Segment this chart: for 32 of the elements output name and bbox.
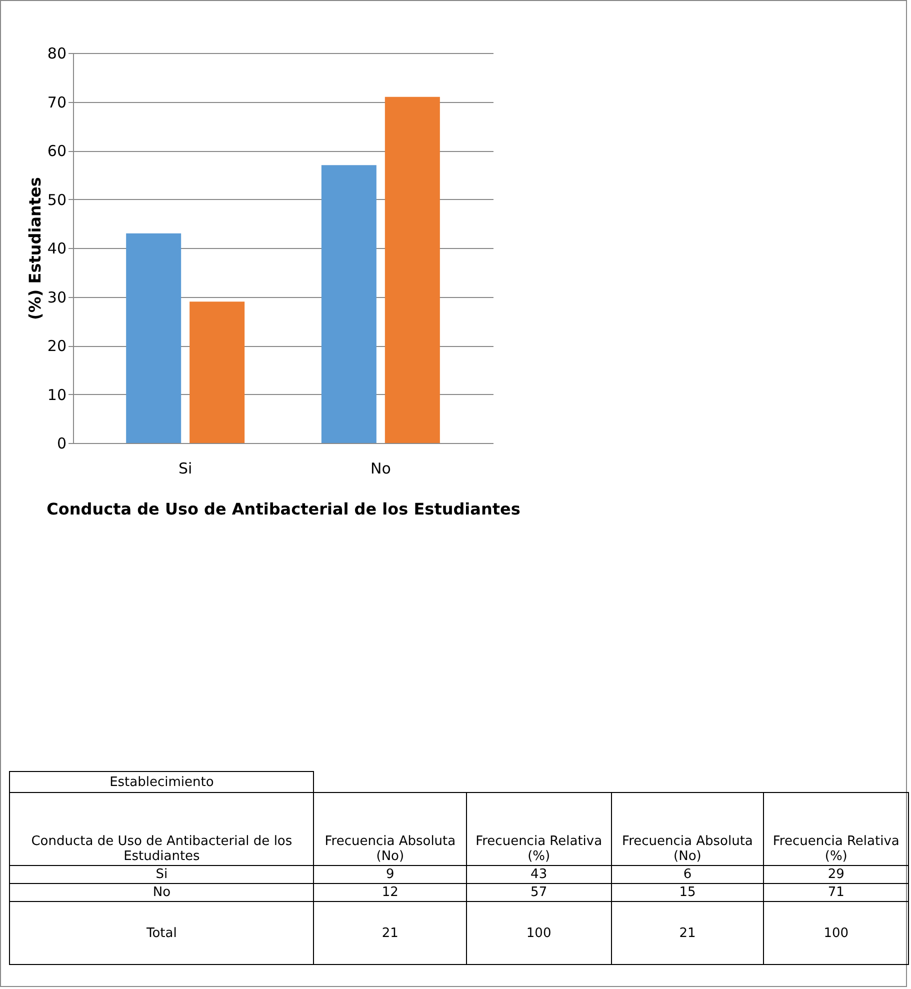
x-axis-title: Conducta de Uso de Antibacterial de los Estudiantes bbox=[46, 500, 520, 518]
text: 9 bbox=[314, 866, 466, 884]
text: 15 bbox=[611, 884, 764, 902]
text: 29 bbox=[764, 866, 908, 884]
text: Frecuencia Absoluta (No) bbox=[611, 792, 764, 866]
y-tick-label: 70 bbox=[47, 93, 66, 112]
y-tick-label: 20 bbox=[47, 337, 66, 355]
text: 57 bbox=[466, 884, 612, 902]
y-tick-label: 0 bbox=[56, 434, 66, 452]
text: 12 bbox=[314, 884, 466, 902]
text: 100 bbox=[764, 902, 908, 964]
text: 43 bbox=[466, 866, 612, 884]
y-tick-label: 10 bbox=[47, 386, 66, 404]
text: Frecuencia Absoluta (No) bbox=[314, 792, 466, 866]
category-label: Si bbox=[156, 867, 168, 882]
text: 100 bbox=[466, 902, 612, 964]
text: 21 bbox=[314, 902, 466, 964]
y-tick-label: 50 bbox=[47, 190, 66, 209]
y-axis-title: (%) Estudiantes bbox=[25, 177, 44, 320]
text: Conducta de Uso de Antibacterial de los Estudiantes bbox=[10, 792, 314, 866]
text: 21 bbox=[611, 902, 764, 964]
y-tick-label: 80 bbox=[47, 44, 66, 62]
text: Frecuencia Relativa (%) bbox=[466, 792, 612, 866]
y-tick-label: 60 bbox=[47, 142, 66, 160]
text: 6 bbox=[611, 866, 764, 884]
text: 71 bbox=[764, 884, 908, 902]
y-tick-label: 40 bbox=[47, 240, 66, 258]
text: Total bbox=[10, 902, 314, 964]
text: Establecimiento bbox=[10, 772, 314, 792]
category-label: No bbox=[152, 885, 171, 900]
y-tick-label: 30 bbox=[47, 288, 66, 306]
text: Frecuencia Relativa (%) bbox=[764, 792, 908, 866]
